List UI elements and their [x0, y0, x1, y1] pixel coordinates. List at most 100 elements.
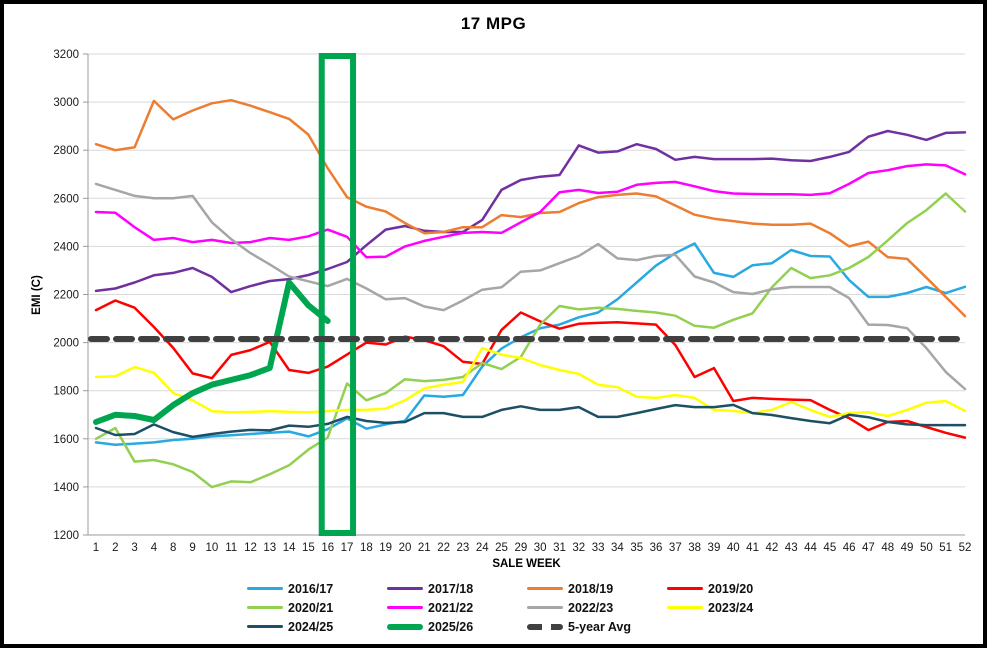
y-tick-label: 2400: [53, 241, 79, 253]
x-tick-label: 15: [302, 542, 315, 554]
x-tick-label: 42: [765, 542, 778, 554]
y-tick-label: 2800: [53, 145, 79, 157]
legend-label: 2024/25: [288, 619, 334, 634]
y-tick-label: 1200: [53, 530, 79, 542]
y-tick-label: 3200: [53, 49, 79, 61]
x-tick-label: 32: [572, 542, 585, 554]
x-tick-label: 39: [708, 542, 721, 554]
x-tick-label: 46: [843, 542, 856, 554]
series-2016-17: [94, 242, 967, 447]
legend-item-2017-18: 2017/18: [387, 579, 527, 598]
y-tick-label: 3000: [53, 97, 79, 109]
x-tick-label: 48: [881, 542, 894, 554]
series-2025-26: [93, 279, 331, 425]
legend-swatch: [667, 606, 703, 609]
x-tick-label: 35: [630, 542, 643, 554]
x-tick-label: 51: [939, 542, 952, 554]
legend-item-2019-20: 2019/20: [667, 579, 807, 598]
y-tick-label: 1400: [53, 482, 79, 494]
series-2023-24: [94, 346, 967, 419]
legend-row: 2024/25 2025/26 5-year Avg: [247, 617, 827, 636]
legend-label: 2019/20: [708, 581, 754, 596]
legend-label: 5-year Avg: [568, 619, 631, 634]
series-2021-22: [94, 163, 967, 259]
legend-swatch: [527, 587, 563, 590]
legend-row: 2020/21 2021/22 2022/23 2023/24: [247, 598, 827, 617]
x-tick-label: 52: [959, 542, 972, 554]
legend-swatch: [387, 606, 423, 609]
chart-title: 17 MPG: [460, 14, 527, 33]
y-tick-label: 2200: [53, 290, 79, 302]
legend-item-2025-26: 2025/26: [387, 617, 527, 636]
legend-label: 2018/19: [568, 581, 614, 596]
x-tick-label: 29: [514, 542, 527, 554]
x-tick-label: 1: [93, 542, 99, 554]
y-tick-label: 1600: [53, 434, 79, 446]
y-tick-label: 2000: [53, 338, 79, 350]
x-tick-label: 10: [205, 542, 218, 554]
x-tick-label: 49: [901, 542, 914, 554]
x-tick-label: 14: [283, 542, 296, 554]
legend-swatch: [387, 587, 423, 590]
x-axis-title: SALE WEEK: [492, 558, 561, 570]
legend-label: 2016/17: [288, 581, 334, 596]
legend-item-2021-22: 2021/22: [387, 598, 527, 617]
legend-label: 2021/22: [428, 600, 474, 615]
legend-swatch: [527, 623, 563, 630]
x-tick-label: 50: [920, 542, 933, 554]
x-tick-label: 43: [785, 542, 798, 554]
x-tick-label: 22: [437, 542, 450, 554]
chart-legend: 2016/17 2017/18 2018/19 2019/20 2020/21 2021/…: [247, 579, 827, 636]
x-tick-label: 4: [151, 542, 158, 554]
legend-swatch: [247, 625, 283, 628]
y-axis-title: EMI (C): [31, 275, 43, 315]
x-tick-label: 38: [688, 542, 701, 554]
x-tick-label: 34: [611, 542, 624, 554]
x-tick-label: 37: [669, 542, 682, 554]
x-tick-label: 31: [553, 542, 566, 554]
x-tick-label: 24: [476, 542, 489, 554]
legend-item-2023-24: 2023/24: [667, 598, 807, 617]
legend-row: 2016/17 2017/18 2018/19 2019/20: [247, 579, 827, 598]
legend-item-2024-25: 2024/25: [247, 617, 387, 636]
legend-item-2020-21: 2020/21: [247, 598, 387, 617]
legend-label: 2020/21: [288, 600, 334, 615]
x-tick-label: 19: [379, 542, 392, 554]
x-tick-label: 40: [727, 542, 740, 554]
legend-item-2018-19: 2018/19: [527, 579, 667, 598]
x-tick-label: 23: [457, 542, 470, 554]
x-tick-label: 21: [418, 542, 431, 554]
legend-item-2016-17: 2016/17: [247, 579, 387, 598]
series-2018-19: [94, 98, 967, 318]
x-tick-label: 2: [112, 542, 118, 554]
x-tick-label: 8: [170, 542, 176, 554]
line-chart: 1200 1400 1600 1800 2000 2200 2400 2600 2800 3000…: [31, 49, 972, 570]
y-tick-label: 2600: [53, 193, 79, 205]
legend-label: 2017/18: [428, 581, 474, 596]
x-tick-label: 12: [244, 542, 257, 554]
x-tick-label: 45: [823, 542, 836, 554]
x-tick-label: 3: [131, 542, 137, 554]
x-tick-label: 9: [189, 542, 195, 554]
legend-label: 2025/26: [428, 619, 474, 634]
x-tick-label: 41: [746, 542, 759, 554]
legend-swatch: [527, 606, 563, 609]
series-2022-23: [94, 182, 967, 391]
x-tick-label: 16: [321, 542, 334, 554]
x-tick-label: 11: [225, 542, 237, 554]
legend-swatch: [247, 606, 283, 609]
legend-swatch: [387, 623, 423, 630]
legend-label: 2022/23: [568, 600, 614, 615]
x-tick-label: 33: [592, 542, 605, 554]
x-tick-label: 30: [534, 542, 547, 554]
x-tick-label: 47: [862, 542, 875, 554]
x-tick-label: 17: [341, 542, 354, 554]
legend-item-2022-23: 2022/23: [527, 598, 667, 617]
x-tick-label: 25: [495, 542, 508, 554]
x-tick-label: 13: [263, 542, 276, 554]
series-2019-20: [94, 299, 967, 439]
x-tick-label: 18: [360, 542, 373, 554]
highlight-box: [318, 53, 357, 536]
x-tick-label: 20: [399, 542, 412, 554]
